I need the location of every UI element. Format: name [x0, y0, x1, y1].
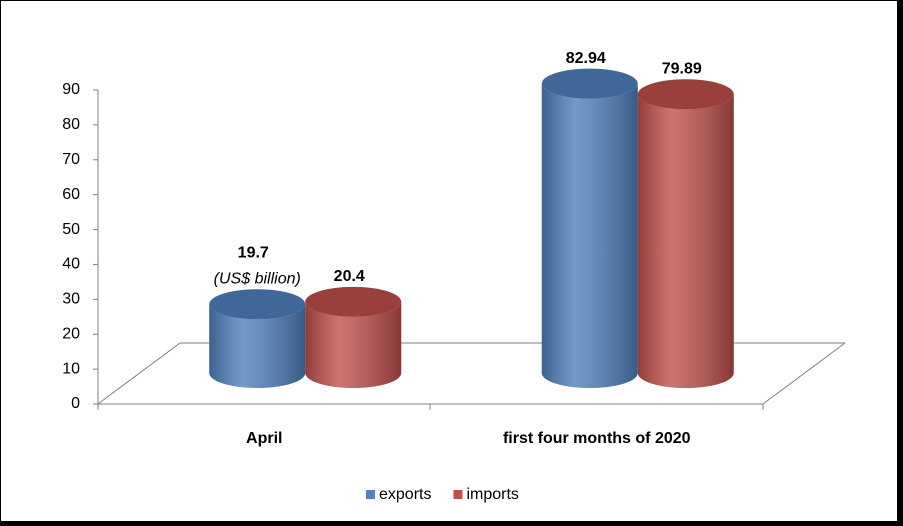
cylinder-top-shade: [541, 68, 638, 99]
data-label: 20.4: [334, 268, 365, 285]
y-tick-label: 80: [62, 116, 80, 133]
y-tick-label: 90: [62, 81, 80, 98]
cylinder-top: [305, 286, 402, 317]
cylinder-top-shade: [209, 289, 306, 320]
legend-label: exports: [379, 486, 431, 503]
cylinder-top-shade: [305, 286, 402, 317]
cylinder-shading: [541, 83, 638, 389]
data-label: 19.7: [238, 244, 269, 261]
cylinder-shading: [209, 304, 306, 389]
x-tick-label: April: [246, 430, 282, 447]
y-tick-label: 10: [62, 360, 80, 377]
legend-label: imports: [466, 486, 518, 503]
data-label: 82.94: [566, 50, 606, 67]
y-tick-label: 30: [62, 291, 80, 308]
legend-swatch: [366, 490, 375, 499]
cylinder-shading: [305, 301, 402, 389]
y-tick-label: 50: [62, 221, 80, 238]
cylinder-top: [541, 68, 638, 99]
y-tick-label: 40: [62, 256, 80, 273]
y-tick-label: 0: [71, 395, 80, 412]
cylinder-top: [209, 289, 306, 320]
cylinder-shading: [637, 94, 734, 389]
y-tick-label: 20: [62, 325, 80, 342]
cylinder-top: [637, 79, 734, 110]
y-tick-label: 60: [62, 186, 80, 203]
x-tick-label: first four months of 2020: [503, 430, 691, 447]
legend-swatch: [453, 490, 463, 499]
annotation: (US$ billion): [214, 270, 301, 287]
y-tick-label: 70: [62, 151, 80, 168]
data-label: 79.89: [662, 60, 702, 77]
cylinder-top-shade: [637, 79, 734, 110]
